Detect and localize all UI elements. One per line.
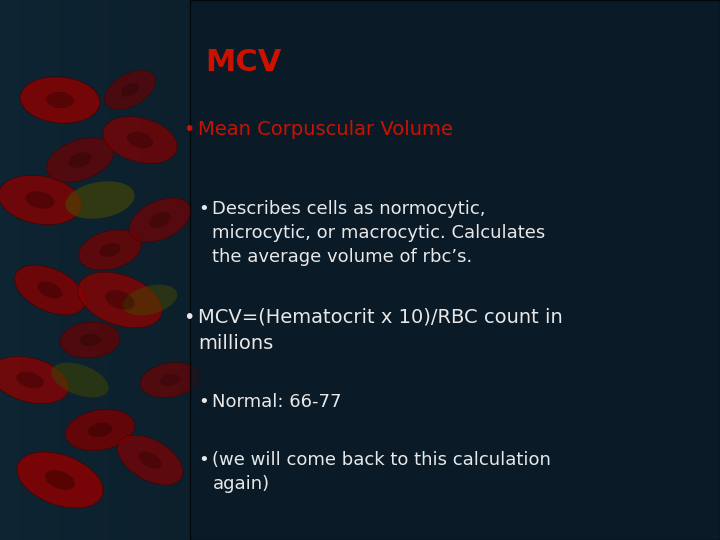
Text: •: • (184, 120, 195, 139)
Ellipse shape (37, 281, 63, 299)
Ellipse shape (0, 176, 81, 225)
Ellipse shape (117, 435, 183, 485)
Ellipse shape (25, 191, 55, 208)
Ellipse shape (149, 212, 171, 228)
Ellipse shape (104, 70, 156, 110)
Ellipse shape (60, 322, 120, 358)
Text: •: • (184, 308, 195, 327)
Ellipse shape (140, 362, 199, 397)
Text: MCV=(Hematocrit x 10)/RBC count in
millions: MCV=(Hematocrit x 10)/RBC count in milli… (198, 308, 563, 353)
Ellipse shape (66, 181, 135, 219)
Ellipse shape (79, 334, 101, 346)
Ellipse shape (88, 423, 112, 437)
Text: •: • (198, 393, 209, 411)
Ellipse shape (129, 198, 191, 242)
Ellipse shape (66, 409, 135, 450)
Text: Mean Corpuscular Volume: Mean Corpuscular Volume (198, 120, 453, 139)
Ellipse shape (51, 362, 109, 397)
Ellipse shape (160, 374, 181, 386)
Ellipse shape (17, 372, 44, 388)
Ellipse shape (17, 452, 103, 508)
Text: Normal: 66-77: Normal: 66-77 (212, 393, 342, 411)
Ellipse shape (0, 356, 69, 403)
Text: Describes cells as normocytic,
microcytic, or macrocytic. Calculates
the average: Describes cells as normocytic, microcyti… (212, 200, 546, 266)
Ellipse shape (46, 92, 74, 108)
Text: •: • (198, 200, 209, 218)
Ellipse shape (127, 132, 153, 148)
Ellipse shape (121, 83, 139, 97)
Text: MCV: MCV (205, 48, 282, 77)
Ellipse shape (68, 152, 91, 168)
Ellipse shape (78, 230, 141, 270)
Ellipse shape (78, 272, 162, 328)
Text: (we will come back to this calculation
again): (we will come back to this calculation a… (212, 451, 552, 493)
FancyBboxPatch shape (190, 0, 720, 540)
Text: •: • (198, 451, 209, 469)
Ellipse shape (103, 117, 177, 164)
Ellipse shape (14, 265, 86, 315)
Ellipse shape (99, 243, 121, 257)
Ellipse shape (105, 290, 135, 310)
Ellipse shape (20, 77, 100, 123)
Ellipse shape (45, 470, 75, 490)
Ellipse shape (122, 285, 177, 315)
Ellipse shape (138, 451, 161, 469)
Ellipse shape (46, 138, 114, 183)
